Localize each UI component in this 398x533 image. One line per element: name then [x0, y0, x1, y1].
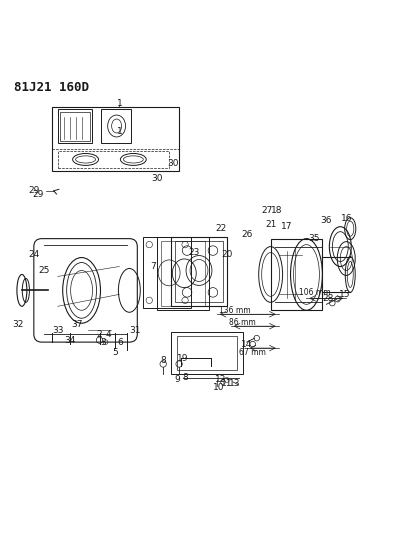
FancyBboxPatch shape	[34, 239, 137, 342]
Bar	[177, 336, 237, 370]
Text: 9: 9	[174, 375, 180, 384]
Text: 25: 25	[38, 266, 49, 275]
Text: 17: 17	[281, 222, 292, 231]
Bar	[52, 107, 179, 171]
Bar	[171, 237, 227, 306]
Text: 27: 27	[261, 206, 272, 215]
Text: 8: 8	[160, 356, 166, 365]
Text: 34: 34	[64, 336, 75, 345]
Text: 2: 2	[97, 329, 102, 338]
Text: 7: 7	[150, 262, 156, 271]
Text: 67 mm: 67 mm	[239, 349, 266, 357]
Text: 86 mm: 86 mm	[229, 318, 256, 327]
Text: 8: 8	[182, 374, 188, 383]
Text: 12: 12	[215, 375, 226, 384]
Bar	[161, 240, 205, 306]
Text: 29: 29	[28, 187, 39, 196]
Text: 30: 30	[168, 158, 179, 167]
Text: 136 mm: 136 mm	[219, 306, 251, 315]
Text: 24: 24	[28, 250, 39, 259]
Text: 21: 21	[265, 220, 276, 229]
Text: 37: 37	[71, 320, 82, 329]
Text: 15: 15	[339, 290, 350, 299]
Text: 32: 32	[12, 320, 23, 329]
Text: 20: 20	[221, 250, 232, 259]
Text: 5: 5	[113, 348, 118, 357]
Text: 4: 4	[105, 329, 111, 338]
Text: 18: 18	[271, 206, 282, 215]
Text: 22: 22	[215, 224, 226, 233]
Text: 19: 19	[178, 353, 189, 362]
Text: 31: 31	[130, 326, 141, 335]
Bar	[171, 332, 243, 374]
Bar	[58, 151, 169, 168]
Text: 29: 29	[32, 190, 43, 199]
Text: 30: 30	[152, 174, 163, 183]
Text: 10: 10	[213, 383, 224, 392]
Text: 106 mm: 106 mm	[298, 288, 330, 297]
Text: 14: 14	[241, 340, 252, 349]
Bar	[101, 109, 131, 143]
Text: 36: 36	[321, 216, 332, 225]
Text: 6: 6	[117, 337, 123, 346]
Text: 33: 33	[52, 326, 63, 335]
Text: 35: 35	[309, 234, 320, 243]
FancyBboxPatch shape	[271, 239, 322, 310]
Bar	[60, 112, 90, 141]
Bar	[58, 109, 92, 143]
Bar	[143, 237, 191, 308]
Text: 16: 16	[341, 214, 352, 223]
Bar	[175, 240, 223, 302]
Text: 26: 26	[241, 230, 252, 239]
Text: 11: 11	[221, 379, 232, 389]
Text: 1: 1	[117, 127, 122, 136]
Text: 13: 13	[229, 379, 240, 389]
Text: 3: 3	[100, 337, 105, 346]
Text: 1: 1	[117, 99, 122, 108]
Bar	[157, 237, 209, 310]
Text: 23: 23	[188, 248, 199, 257]
Text: 81J21 160D: 81J21 160D	[14, 82, 89, 94]
Text: 28: 28	[323, 294, 334, 303]
